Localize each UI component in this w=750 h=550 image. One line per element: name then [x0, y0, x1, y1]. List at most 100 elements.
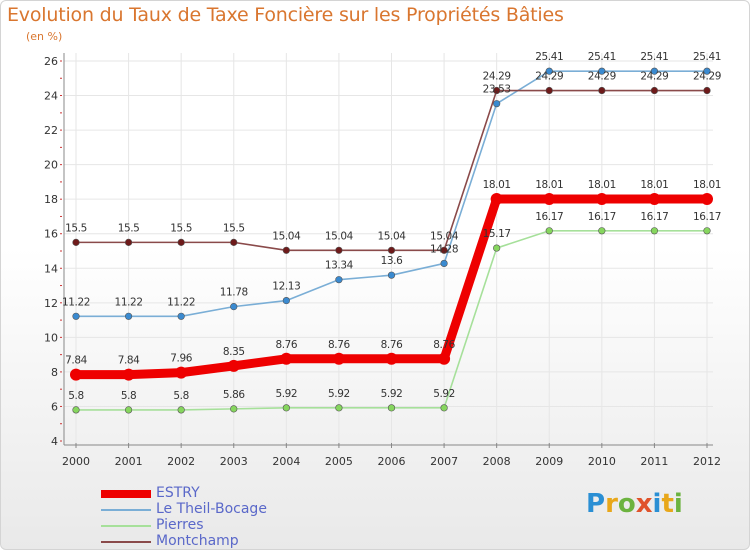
x-tick-label: 2000 [62, 455, 90, 468]
legend: ESTRY Le Theil-Bocage Pierres Montchamp [101, 485, 401, 549]
data-label-pierres: 5.8 [68, 390, 84, 402]
y-tick-label: 12 [44, 297, 58, 310]
data-point-le-theil-bocage [598, 67, 606, 75]
legend-label: Pierres [156, 517, 204, 533]
data-label-montchamp: 15.5 [118, 222, 140, 234]
data-label-estry: 8.35 [223, 346, 245, 358]
data-label-le-theil-bocage: 14.28 [430, 243, 458, 255]
y-tick-label: 16 [44, 228, 58, 241]
legend-swatch [101, 509, 151, 511]
data-label-pierres: 5.92 [275, 388, 297, 400]
x-tick-label: 2001 [115, 455, 143, 468]
x-tick-label: 2009 [535, 455, 563, 468]
data-point-estry [175, 366, 188, 379]
data-point-estry [385, 352, 398, 365]
data-label-montchamp: 24.29 [483, 71, 511, 83]
data-label-le-theil-bocage: 11.22 [115, 296, 143, 308]
data-point-le-theil-bocage [703, 67, 711, 75]
logo-letter: t [661, 489, 674, 519]
x-tick-label: 2003 [220, 455, 248, 468]
data-point-montchamp [387, 246, 396, 254]
data-point-pierres [72, 406, 80, 414]
data-label-estry: 18.01 [483, 179, 511, 191]
data-label-pierres: 16.17 [640, 211, 668, 223]
data-point-estry [70, 368, 82, 381]
data-point-montchamp [177, 238, 185, 246]
data-point-le-theil-bocage [72, 312, 80, 320]
data-label-le-theil-bocage: 12.13 [272, 281, 300, 293]
data-label-pierres: 5.86 [223, 389, 245, 401]
x-tick-label: 2004 [272, 455, 300, 468]
data-label-montchamp: 15.04 [272, 230, 301, 242]
chart-title: Evolution du Taux de Taxe Foncière sur l… [7, 4, 564, 26]
data-label-montchamp: 15.5 [65, 222, 87, 234]
data-label-le-theil-bocage: 13.6 [381, 255, 403, 267]
data-point-estry [227, 359, 240, 372]
logo-letter: i [673, 489, 683, 519]
data-label-montchamp: 15.04 [430, 230, 459, 242]
data-label-estry: 8.76 [328, 339, 350, 351]
logo-letter: x [635, 489, 653, 519]
legend-swatch [101, 525, 151, 527]
x-tick-label: 2007 [430, 455, 458, 468]
data-point-estry [648, 193, 661, 206]
data-point-pierres [335, 404, 343, 412]
legend-item-le-theil-bocage[interactable]: Le Theil-Bocage [101, 501, 401, 518]
data-label-estry: 7.84 [118, 355, 140, 367]
data-label-estry: 18.01 [693, 179, 721, 191]
data-point-estry [122, 368, 135, 381]
x-tick-label: 2005 [325, 455, 353, 468]
data-point-estry [438, 352, 451, 365]
data-point-montchamp [650, 86, 659, 95]
data-label-montchamp: 15.5 [223, 222, 245, 234]
y-tick-label: 8 [51, 366, 58, 379]
logo-letter: r [605, 489, 618, 519]
data-label-le-theil-bocage: 11.78 [220, 287, 248, 299]
data-point-le-theil-bocage [177, 312, 185, 320]
x-tick-label: 2010 [588, 455, 616, 468]
y-tick-label: 10 [44, 331, 58, 344]
data-point-le-theil-bocage [282, 296, 290, 305]
data-point-pierres [440, 404, 448, 412]
legend-label: Montchamp [156, 533, 239, 549]
data-point-estry [595, 193, 608, 206]
y-tick-label: 26 [44, 55, 58, 68]
y-tick-label: 14 [44, 262, 58, 275]
data-label-montchamp: 24.29 [640, 71, 668, 83]
data-label-estry: 8.76 [433, 339, 455, 351]
data-point-le-theil-bocage [493, 100, 501, 108]
data-point-montchamp [545, 86, 553, 95]
data-point-le-theil-bocage [545, 67, 553, 75]
data-label-le-theil-bocage: 11.22 [167, 296, 195, 308]
data-label-pierres: 16.17 [693, 211, 721, 223]
data-point-montchamp [282, 246, 290, 254]
data-label-estry: 8.76 [381, 339, 403, 351]
data-label-le-theil-bocage: 25.41 [640, 51, 668, 63]
data-point-pierres [493, 244, 501, 252]
logo-letter: o [617, 489, 636, 519]
data-point-estry [543, 193, 556, 206]
legend-item-pierres[interactable]: Pierres [101, 517, 401, 534]
data-point-pierres [650, 227, 659, 235]
data-point-pierres [177, 406, 185, 414]
data-point-montchamp [493, 86, 501, 95]
data-label-estry: 18.01 [588, 179, 616, 191]
data-point-le-theil-bocage [440, 259, 448, 268]
data-point-pierres [387, 404, 396, 412]
data-point-montchamp [124, 238, 133, 246]
legend-label: ESTRY [156, 485, 200, 501]
data-point-pierres [703, 227, 711, 235]
data-label-estry: 18.01 [640, 179, 668, 191]
data-label-pierres: 5.92 [381, 388, 403, 400]
data-point-montchamp [230, 238, 238, 246]
x-tick-label: 2008 [483, 455, 511, 468]
x-tick-label: 2012 [693, 455, 721, 468]
legend-item-estry[interactable]: ESTRY [101, 485, 401, 502]
data-label-estry: 18.01 [535, 179, 563, 191]
y-tick-label: 24 [44, 90, 58, 103]
data-point-montchamp [703, 86, 711, 95]
data-label-montchamp: 24.29 [588, 71, 616, 83]
legend-item-montchamp[interactable]: Montchamp [101, 533, 401, 549]
x-tick-label: 2002 [167, 455, 195, 468]
